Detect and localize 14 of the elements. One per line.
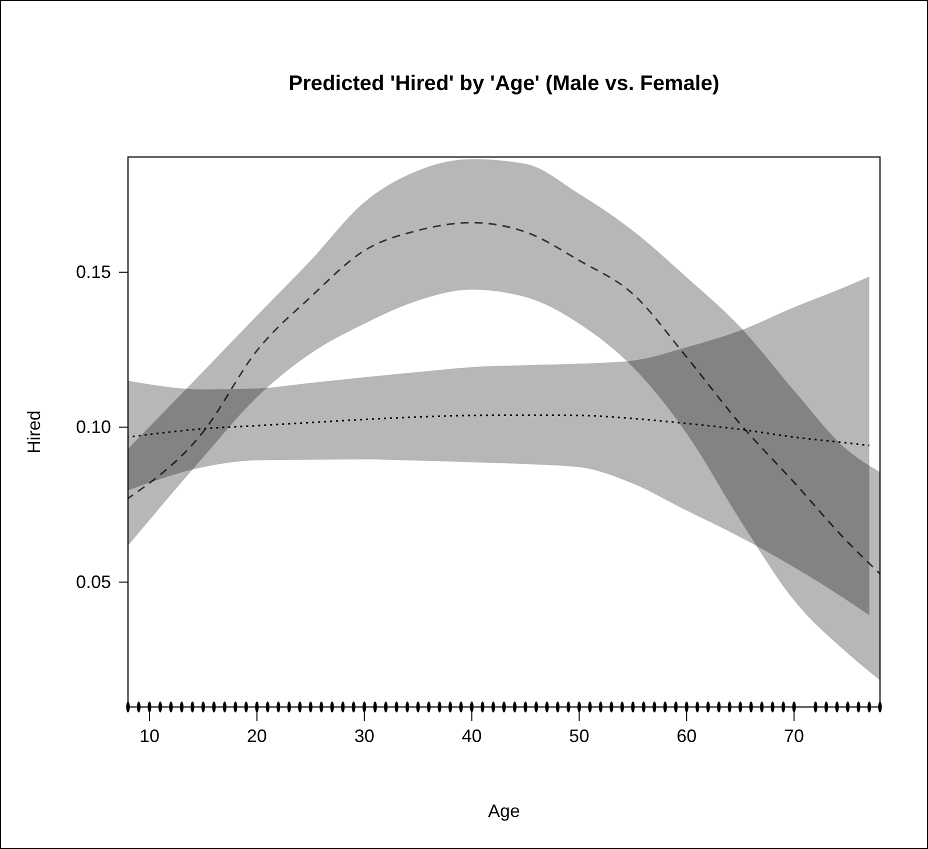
x-tick-label: 60 xyxy=(676,726,697,746)
x-tick-label: 20 xyxy=(246,726,267,746)
x-tick-label: 10 xyxy=(139,726,160,746)
y-tick-label: 0.10 xyxy=(76,416,111,437)
line-series xyxy=(127,222,881,575)
x-tick-label: 30 xyxy=(354,726,374,746)
x-tick-label: 40 xyxy=(462,726,482,746)
chart-title: Predicted 'Hired' by 'Age' (Male vs. Female) xyxy=(288,72,720,95)
y-axis-title: Hired xyxy=(24,410,44,454)
x-tick-label: 50 xyxy=(569,726,590,746)
y-tick-label: 0.05 xyxy=(76,572,111,592)
x-tick-label: 70 xyxy=(784,726,804,746)
x-axis-title: Age xyxy=(488,801,520,821)
y-tick-label: 0.15 xyxy=(76,262,111,282)
